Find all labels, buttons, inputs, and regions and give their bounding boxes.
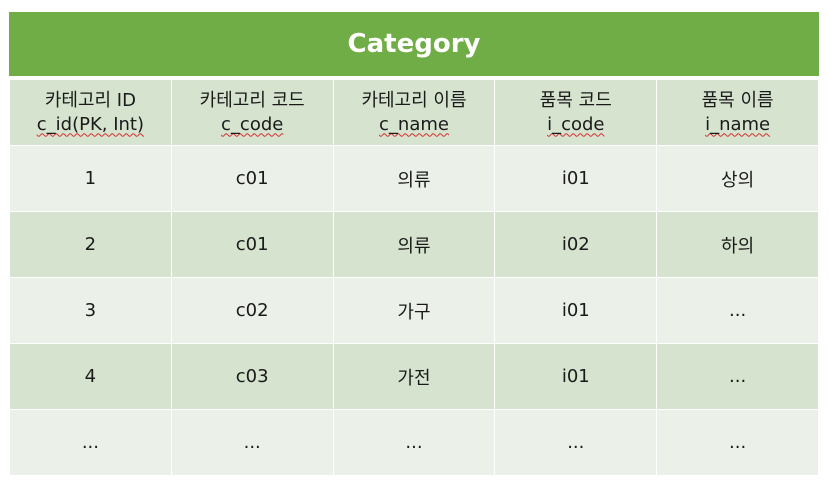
header-row: 카테고리 ID c_id(PK, Int) 카테고리 코드 c_code 카테고… [9, 79, 819, 146]
table-cell: c02 [170, 277, 334, 344]
table-cell: i01 [494, 145, 658, 212]
table-cell: ... [332, 409, 496, 476]
column-label: 품목 코드 [539, 89, 612, 111]
category-table: Category 카테고리 ID c_id(PK, Int) 카테고리 코드 c… [9, 12, 819, 476]
column-field: c_code [221, 113, 284, 135]
column-label: 카테고리 코드 [199, 89, 305, 111]
column-header-i-name: 품목 이름 i_name [656, 79, 819, 146]
table-cell: 의류 [332, 211, 496, 278]
table-cell: 하의 [656, 211, 819, 278]
table-cell: c01 [170, 211, 334, 278]
table-cell: i01 [494, 277, 658, 344]
table-cell: i01 [494, 343, 658, 410]
table-title: Category [9, 12, 819, 79]
table-cell: i02 [494, 211, 658, 278]
category-grid: 카테고리 ID c_id(PK, Int) 카테고리 코드 c_code 카테고… [9, 79, 819, 476]
table-row: 2 c01 의류 i02 하의 [9, 211, 819, 278]
table-cell: 의류 [332, 145, 496, 212]
table-cell: 가전 [332, 343, 496, 410]
table-cell: 4 [9, 343, 172, 410]
column-header-c-id: 카테고리 ID c_id(PK, Int) [9, 79, 172, 146]
column-field: i_name [705, 113, 771, 135]
column-field: c_id(PK, Int) [36, 113, 145, 135]
table-cell: ... [9, 409, 172, 476]
table-cell: ... [656, 409, 819, 476]
column-field: c_name [379, 113, 449, 135]
table-cell: 1 [9, 145, 172, 212]
table-row: 1 c01 의류 i01 상의 [9, 145, 819, 212]
table-row: 4 c03 가전 i01 ... [9, 343, 819, 410]
table-cell: 가구 [332, 277, 496, 344]
table-cell: c03 [170, 343, 334, 410]
table-cell: 상의 [656, 145, 819, 212]
table-cell: c01 [170, 145, 334, 212]
table-row: 3 c02 가구 i01 ... [9, 277, 819, 344]
column-header-c-name: 카테고리 이름 c_name [332, 79, 496, 146]
column-field: i_code [547, 113, 605, 135]
column-label: 카테고리 이름 [361, 89, 467, 111]
table-row: ... ... ... ... ... [9, 409, 819, 476]
table-cell: ... [494, 409, 658, 476]
column-label: 카테고리 ID [44, 89, 136, 111]
column-header-i-code: 품목 코드 i_code [494, 79, 658, 146]
table-cell: ... [170, 409, 334, 476]
column-label: 품목 이름 [701, 89, 774, 111]
table-cell: ... [656, 277, 819, 344]
table-cell: 2 [9, 211, 172, 278]
column-header-c-code: 카테고리 코드 c_code [170, 79, 334, 146]
table-cell: ... [656, 343, 819, 410]
table-cell: 3 [9, 277, 172, 344]
